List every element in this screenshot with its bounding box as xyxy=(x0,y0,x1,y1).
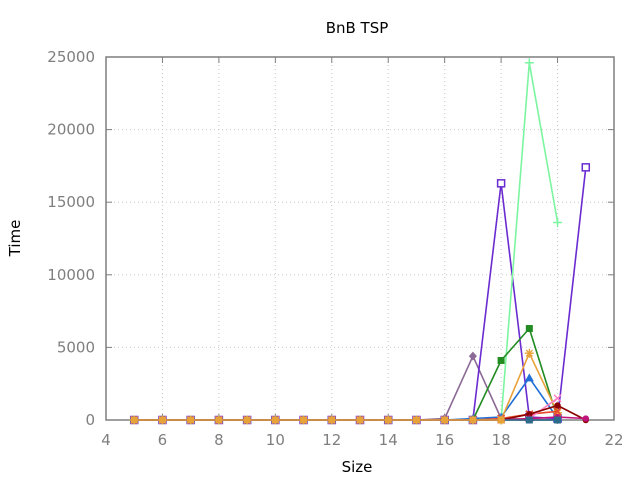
series-lines xyxy=(129,58,591,425)
data-point xyxy=(554,416,562,424)
data-point xyxy=(496,179,506,188)
data-point xyxy=(581,163,591,172)
chart-title: BnB TSP xyxy=(326,19,389,37)
data-point xyxy=(524,348,534,358)
data-point xyxy=(215,416,223,424)
data-point xyxy=(497,356,505,364)
x-tick-label: 4 xyxy=(101,431,111,449)
data-point xyxy=(469,416,477,424)
series-3 xyxy=(129,163,591,425)
data-point xyxy=(158,416,166,424)
data-point xyxy=(356,416,364,424)
data-point xyxy=(525,416,533,424)
data-point xyxy=(412,416,420,424)
grid-lines xyxy=(106,57,614,420)
x-tick-label: 8 xyxy=(214,431,224,449)
data-point xyxy=(497,416,505,424)
y-tick-label: 20000 xyxy=(47,121,95,139)
data-point xyxy=(271,416,279,424)
data-point xyxy=(468,351,477,361)
series-13 xyxy=(130,416,505,424)
data-point xyxy=(582,415,589,422)
x-tick-label: 14 xyxy=(379,431,398,449)
x-axis-label: Size xyxy=(342,458,373,476)
data-point xyxy=(553,407,562,416)
data-point xyxy=(187,416,195,424)
series-2 xyxy=(130,351,562,425)
y-tick-label: 15000 xyxy=(47,193,95,211)
series-line xyxy=(134,355,558,421)
data-point xyxy=(553,394,562,403)
data-point xyxy=(553,218,563,228)
data-point xyxy=(524,58,534,68)
data-point xyxy=(300,416,308,424)
y-tick-label: 10000 xyxy=(47,266,95,284)
series-line xyxy=(134,327,559,421)
x-tick-label: 20 xyxy=(548,431,567,449)
data-point xyxy=(328,416,336,424)
data-point xyxy=(441,416,449,424)
y-tick-label: 0 xyxy=(85,411,95,429)
series-line xyxy=(134,352,559,421)
x-tick-label: 18 xyxy=(492,431,511,449)
data-point xyxy=(384,416,392,424)
x-tick-label: 12 xyxy=(322,431,341,449)
x-tick-label: 6 xyxy=(158,431,168,449)
series-line xyxy=(134,377,559,421)
x-tick-label: 10 xyxy=(266,431,285,449)
x-tick-label: 16 xyxy=(435,431,454,449)
y-tick-label: 5000 xyxy=(57,338,95,356)
axis-ticks: 4 6 8 10 12 14 16 18 20 22 0 5000 10000 15000 20000 250… xyxy=(47,48,623,449)
x-tick-label: 22 xyxy=(604,431,623,449)
data-point xyxy=(553,408,563,418)
data-point xyxy=(130,416,138,424)
data-point xyxy=(524,373,534,382)
data-point xyxy=(525,325,533,333)
y-tick-label: 25000 xyxy=(47,48,95,66)
data-point xyxy=(554,402,561,409)
y-axis-label: Time xyxy=(6,220,24,258)
series-7 xyxy=(129,348,563,425)
series-line xyxy=(134,410,558,421)
data-point xyxy=(243,416,251,424)
